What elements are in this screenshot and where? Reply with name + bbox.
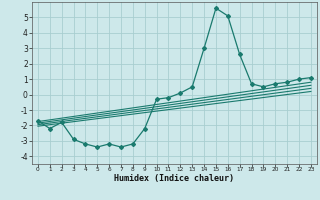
X-axis label: Humidex (Indice chaleur): Humidex (Indice chaleur)	[115, 174, 234, 183]
